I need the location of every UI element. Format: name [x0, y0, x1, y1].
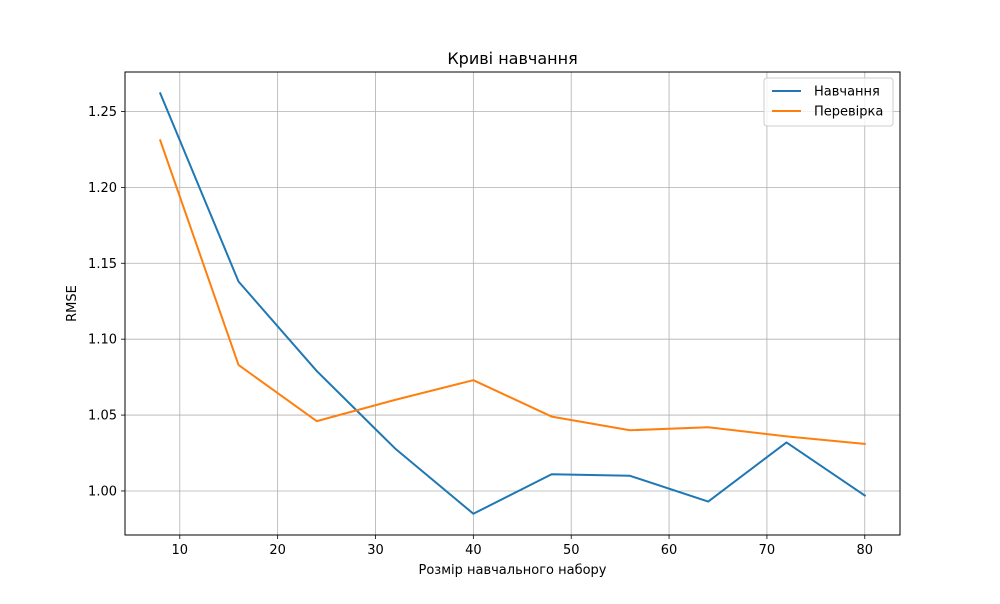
- y-tick-label: 1.05: [88, 409, 117, 424]
- x-axis-label: Розмір навчального набору: [418, 563, 606, 578]
- y-tick-label: 1.25: [88, 105, 117, 120]
- x-tick-label: 30: [367, 543, 384, 558]
- y-tick-label: 1.10: [88, 333, 117, 348]
- y-tick-label: 1.00: [88, 484, 117, 499]
- x-tick-label: 70: [759, 543, 776, 558]
- y-tick-label: 1.15: [88, 257, 117, 272]
- x-tick-label: 80: [856, 543, 873, 558]
- x-tick-label: 50: [563, 543, 580, 558]
- chart-title: Криві навчання: [447, 49, 577, 68]
- legend-label-validation: Перевірка: [814, 105, 883, 120]
- y-tick-label: 1.20: [88, 181, 117, 196]
- x-tick-label: 20: [269, 543, 286, 558]
- legend-label-train: Навчання: [814, 85, 880, 100]
- x-tick-label: 60: [661, 543, 678, 558]
- y-axis-label: RMSE: [65, 285, 80, 322]
- x-tick-label: 10: [172, 543, 189, 558]
- x-tick-label: 40: [465, 543, 482, 558]
- legend: Навчання Перевірка: [764, 78, 893, 126]
